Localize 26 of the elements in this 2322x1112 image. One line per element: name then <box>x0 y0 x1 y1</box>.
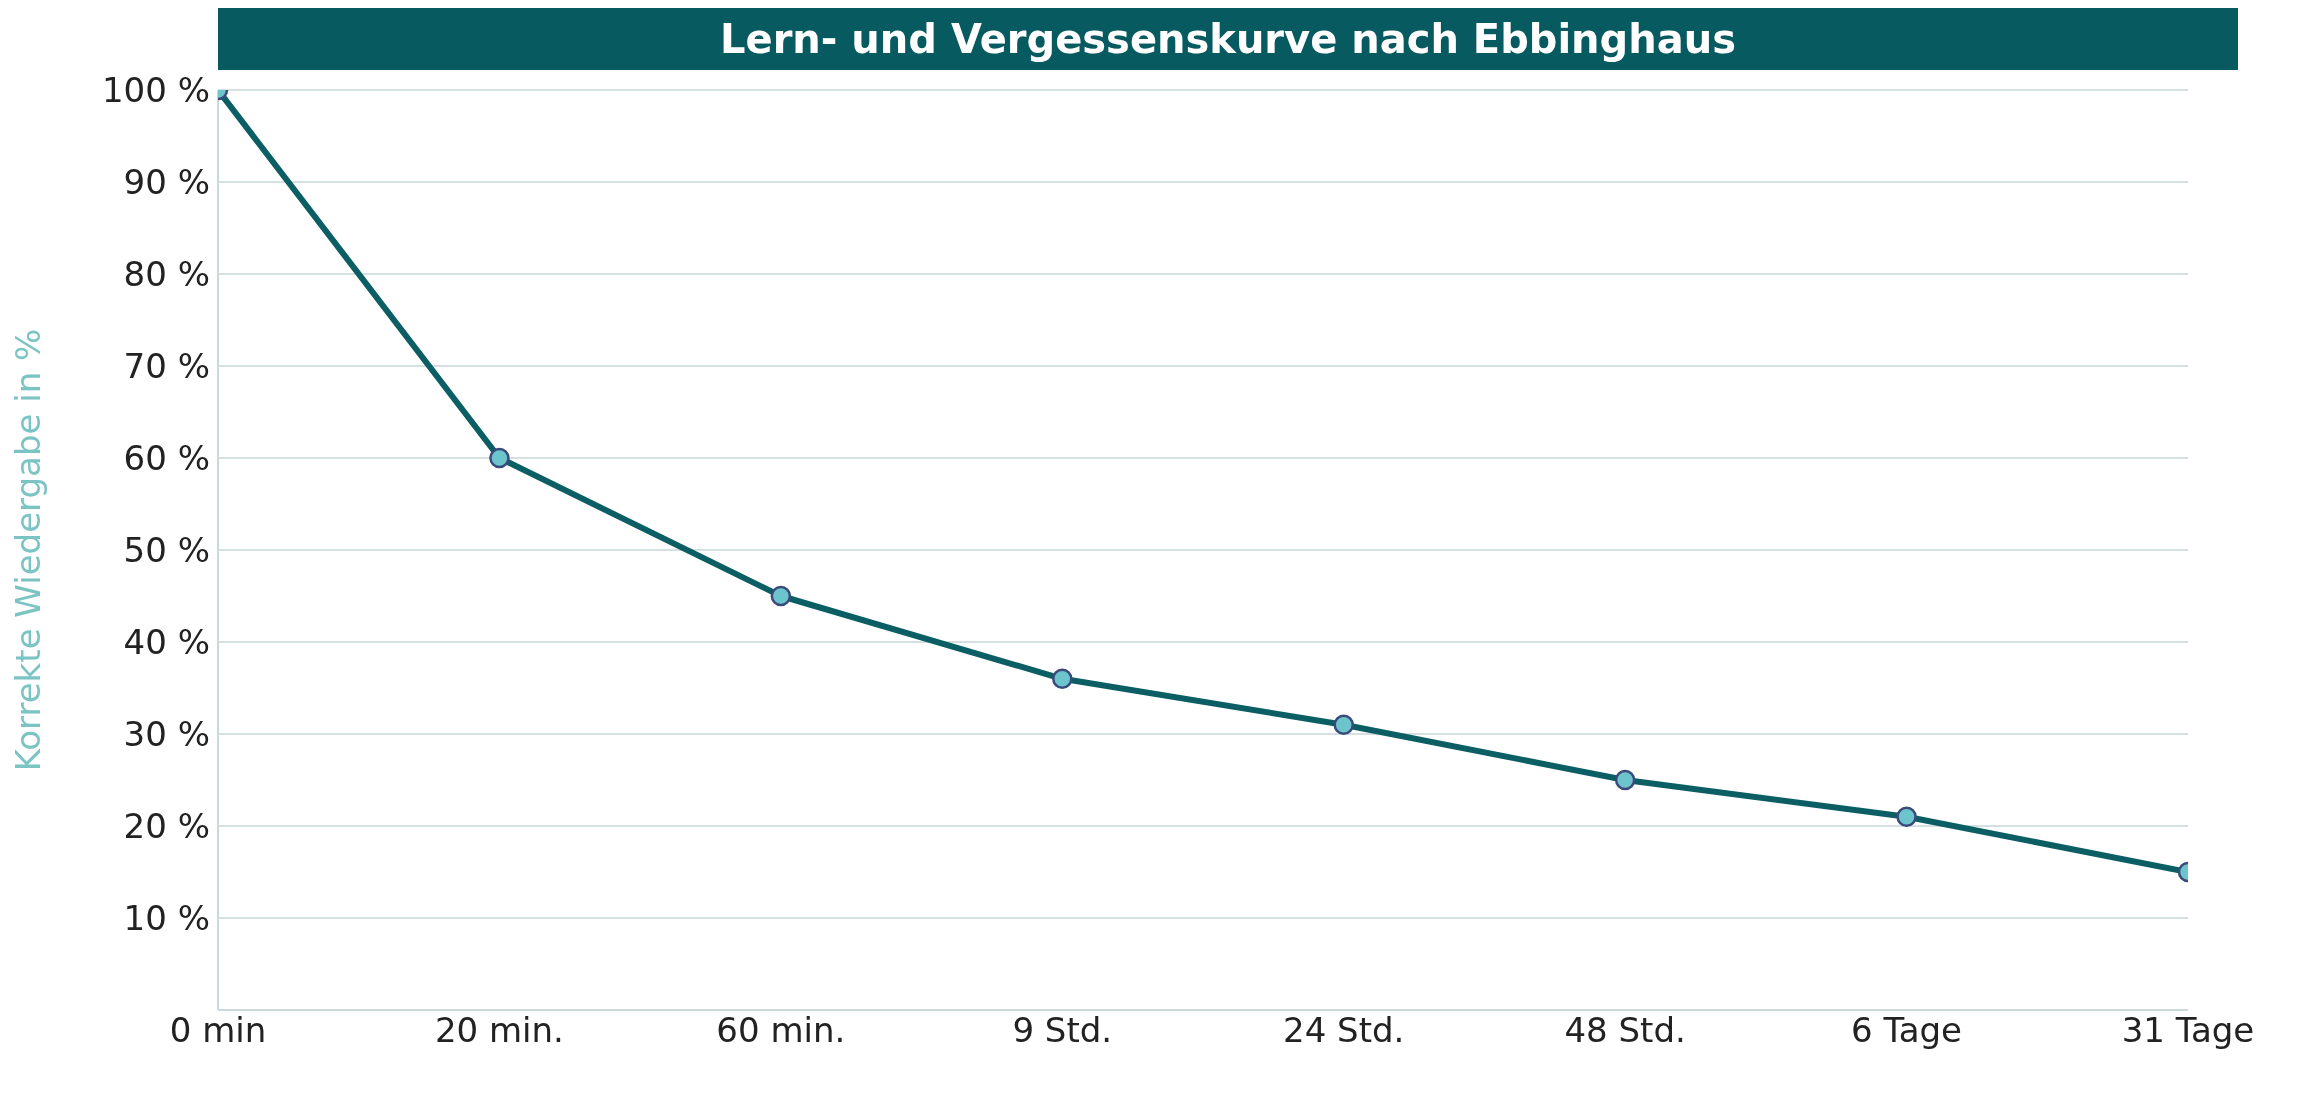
y-tick-label: 10 % <box>123 898 210 939</box>
y-tick-label: 50 % <box>123 530 210 571</box>
x-tick-label: 31 Tage <box>2121 1010 2255 1051</box>
y-tick-label: 70 % <box>123 346 210 387</box>
x-tick-label: 24 Std. <box>1283 1010 1405 1051</box>
point <box>1052 668 1073 690</box>
x-tick-label: 6 Tage <box>1851 1010 1963 1051</box>
point <box>1896 806 1917 828</box>
x-tick-label: 60 min. <box>716 1010 846 1051</box>
y-tick-label: 40 % <box>123 622 210 663</box>
y-tick-label: 80 % <box>123 254 210 295</box>
y-axis-title: Korrekte Wiedergabe in % <box>8 328 49 772</box>
y-tick-label: 100 % <box>101 70 210 111</box>
point <box>1333 714 1354 736</box>
x-tick-label: 9 Std. <box>1012 1010 1113 1051</box>
y-tick-label: 20 % <box>123 806 210 847</box>
y-tick-label: 60 % <box>123 438 210 479</box>
point <box>489 447 510 469</box>
chart-title: Lern- und Vergessenskurve nach Ebbinghaus <box>218 8 2238 70</box>
x-tick-label: 48 Std. <box>1564 1010 1686 1051</box>
y-tick-label: 90 % <box>123 162 210 203</box>
x-tick-label: 20 min. <box>434 1010 564 1051</box>
point <box>1614 769 1636 791</box>
x-tick-label: 0 min <box>169 1010 267 1051</box>
y-tick-label: 30 % <box>123 714 210 755</box>
point <box>770 585 792 607</box>
